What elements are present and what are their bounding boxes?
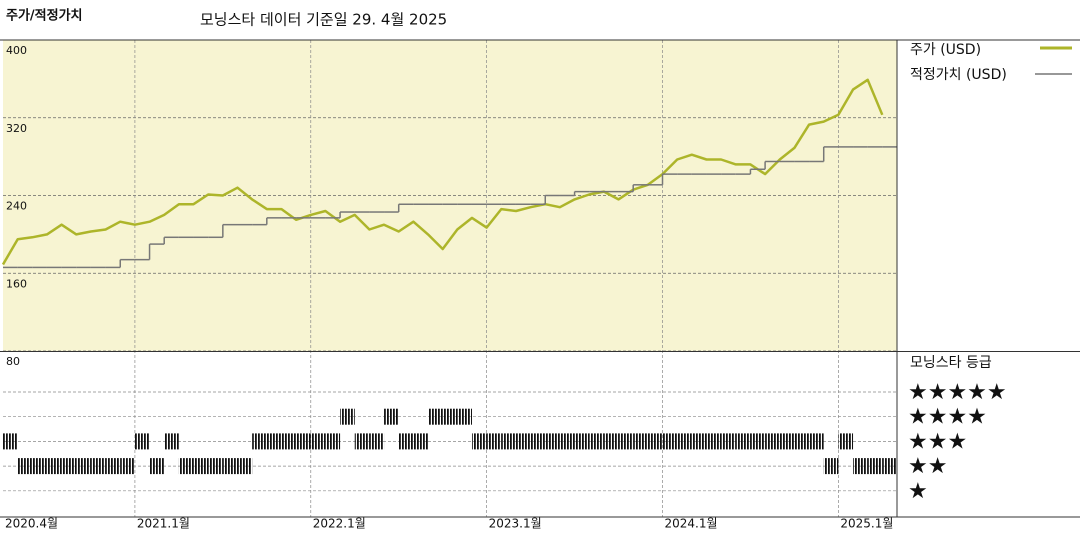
x-tick-label: 2024.1월	[665, 517, 718, 531]
y-tick-label: 80	[6, 355, 20, 368]
rating-bar	[281, 433, 297, 450]
rating-bar	[589, 433, 604, 450]
rating-bar	[164, 433, 179, 450]
rating-title: 모닝스타 등급	[910, 355, 992, 371]
x-tick-label: 2025.1월	[840, 517, 893, 531]
rating-bar	[530, 433, 546, 450]
legend-label: 주가 (USD)	[910, 42, 981, 58]
legend-label: 적정가치 (USD)	[910, 67, 1007, 83]
rating-bar	[46, 458, 62, 475]
x-tick-label: 2021.1월	[137, 517, 190, 531]
rating-bar	[61, 458, 77, 475]
marks	[1, 78, 897, 475]
rating-bar	[618, 433, 634, 450]
rating-bar	[486, 433, 502, 450]
chart-title: 주가/적정가치	[6, 8, 83, 24]
rating-bar	[633, 433, 648, 450]
chart-subtitle: 모닝스타 데이터 기준일 29. 4월 2025	[200, 11, 447, 29]
rating-bar	[193, 458, 209, 475]
rating-bar	[32, 458, 47, 475]
rating-bar	[574, 433, 590, 450]
rating-bar	[76, 458, 91, 475]
y-tick-label: 400	[6, 44, 27, 57]
rating-bar	[310, 433, 326, 450]
rating-bar	[515, 433, 531, 450]
rating-bar	[208, 458, 223, 475]
rating-bar	[354, 433, 370, 450]
x-tick-label: 2023.1월	[489, 517, 542, 531]
rating-label: ★★★★	[908, 405, 987, 430]
rating-bar	[120, 458, 135, 475]
rating-bar	[501, 433, 516, 450]
y-tick-label: 240	[6, 200, 27, 213]
x-tick-label: 2020.4월	[5, 517, 58, 531]
rating-bar	[823, 458, 839, 475]
rating-label: ★	[908, 479, 928, 504]
rating-bar	[252, 433, 267, 450]
rating-bar	[105, 458, 121, 475]
rating-bar	[340, 408, 355, 425]
rating-bar	[457, 408, 472, 425]
y-tick-label: 320	[6, 122, 27, 135]
rating-bar	[413, 433, 429, 450]
rating-label: ★★★★★	[908, 380, 1007, 405]
rating-bar	[677, 433, 692, 450]
rating-bar	[134, 433, 150, 450]
rating-bar	[398, 433, 414, 450]
rating-bar	[384, 408, 399, 425]
rating-label: ★★	[908, 454, 947, 479]
rating-bar	[735, 433, 751, 450]
rating-bar	[237, 458, 253, 475]
rating-label: ★★★	[908, 429, 967, 454]
rating-bar	[442, 408, 458, 425]
rating-bar	[428, 408, 443, 425]
rating-bar	[603, 433, 619, 450]
rating-bar	[471, 433, 487, 450]
rating-bar	[809, 433, 824, 450]
rating-bar	[853, 458, 868, 475]
rating-bar	[296, 433, 311, 450]
rating-bar	[838, 433, 854, 450]
price-line	[1, 78, 884, 266]
rating-bar	[90, 458, 106, 475]
x-tick-label: 2022.1월	[313, 517, 366, 531]
rating-bar	[149, 458, 165, 475]
rating-bar	[706, 433, 722, 450]
rating-bar	[779, 433, 795, 450]
rating-bar	[647, 433, 663, 450]
rating-bar	[721, 433, 736, 450]
rating-bar	[691, 433, 707, 450]
rating-bar	[559, 433, 575, 450]
y-tick-label: 160	[6, 277, 27, 290]
rating-bar	[266, 433, 282, 450]
rating-bar	[794, 433, 810, 450]
rating-bar	[750, 433, 766, 450]
rating-bar	[178, 458, 194, 475]
rating-bar	[545, 433, 560, 450]
rating-bar	[3, 433, 18, 450]
rating-bar	[222, 458, 238, 475]
rating-bar	[325, 433, 341, 450]
rating-bar	[765, 433, 780, 450]
rating-bar	[369, 433, 385, 450]
rating-bar	[662, 433, 678, 450]
rating-bar	[17, 458, 33, 475]
rating-bar	[867, 458, 883, 475]
rating-bar	[882, 458, 897, 475]
